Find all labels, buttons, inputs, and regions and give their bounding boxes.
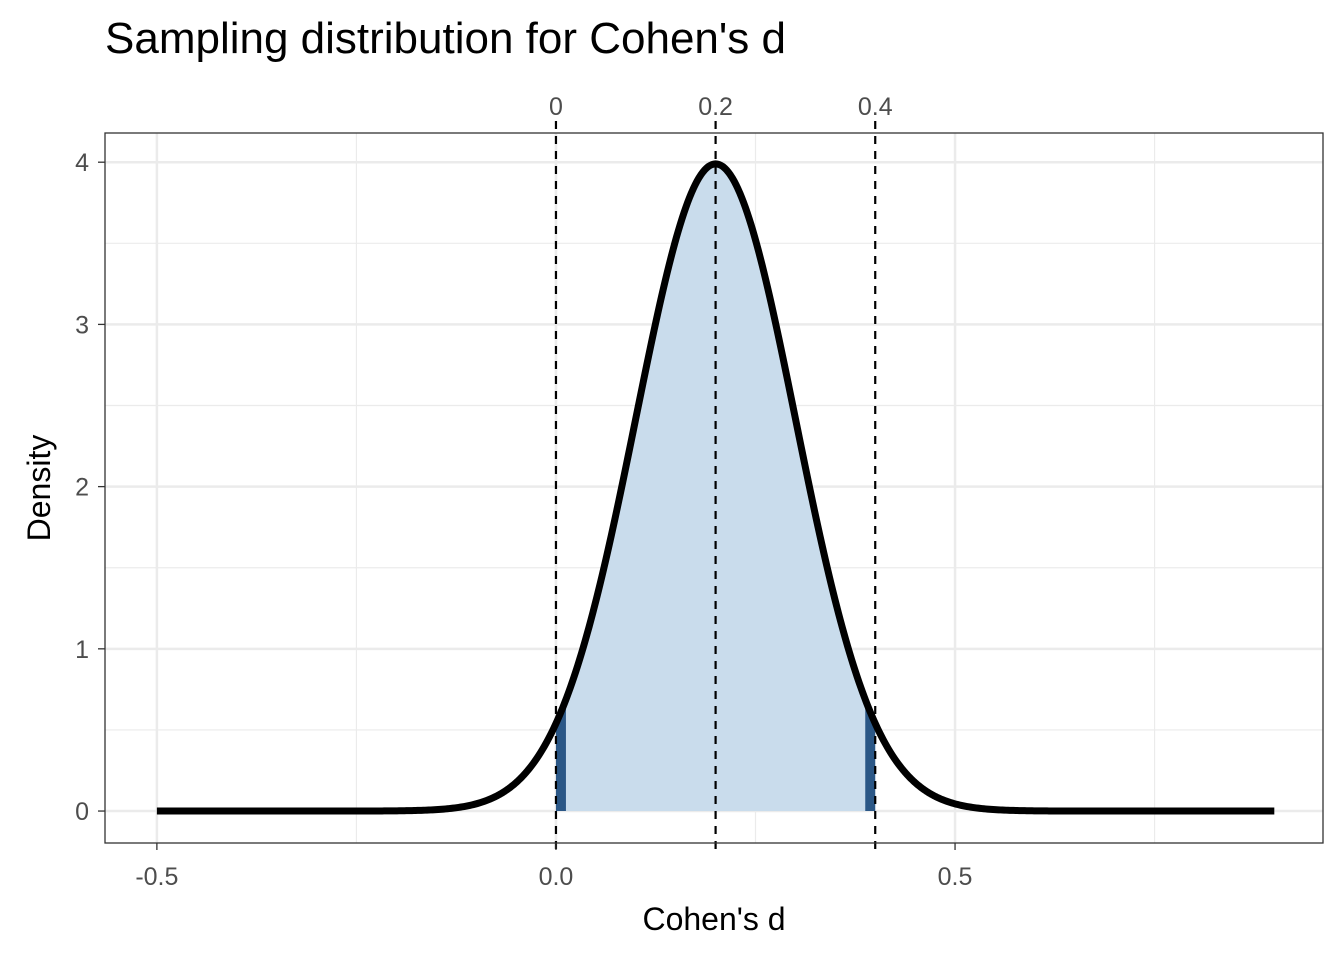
density-curve [155,160,1276,815]
top-tick-label: 0.2 [698,93,733,121]
shaded-edge [555,699,566,812]
shaded-edge [865,699,876,812]
y-tick-label: 1 [75,636,89,664]
y-tick-label: 4 [75,149,89,177]
top-tick-label: 0 [549,93,563,121]
x-tick-label: 0.5 [938,863,973,891]
y-tick-label: 2 [75,474,89,502]
y-tick-label: 0 [75,798,89,826]
top-tick-label: 0.4 [858,93,893,121]
x-tick-label: 0.0 [539,863,574,891]
chart-title: Sampling distribution for Cohen's d [105,14,786,63]
y-axis-label: Density [21,435,57,542]
panel-border [104,132,1324,844]
x-tick-label: -0.5 [135,863,178,891]
x-axis-label: Cohen's d [642,901,785,937]
y-tick-label: 3 [75,311,89,339]
